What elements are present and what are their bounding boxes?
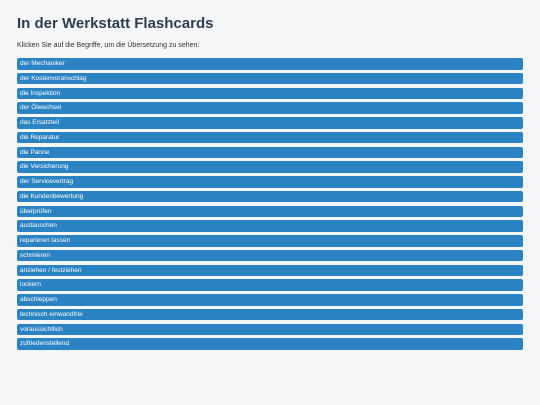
flashcard-list: der Mechaniker der Kostenvoranschlag die… (17, 58, 523, 353)
flashcard-versicherung[interactable]: die Versicherung (17, 161, 523, 173)
flashcard-servicevertrag[interactable]: der Servicevertrag (17, 176, 523, 188)
flashcard-reparatur[interactable]: die Reparatur (17, 131, 523, 144)
flashcard-oelwechsel[interactable]: der Ölwechsel (17, 102, 523, 114)
flashcard-zufriedenstellend[interactable]: zufriedenstellend (17, 338, 523, 350)
instruction-text: Klicken Sie auf die Begriffe, um die Übe… (17, 42, 200, 49)
flashcard-mechaniker[interactable]: der Mechaniker (17, 58, 523, 70)
flashcard-kostenvoranschlag[interactable]: der Kostenvoranschlag (17, 72, 523, 85)
page-title: In der Werkstatt Flashcards (17, 15, 214, 32)
flashcard-abschleppen[interactable]: abschleppen (17, 294, 523, 306)
flashcard-reparieren-lassen[interactable]: reparieren lassen (17, 235, 523, 247)
flashcard-inspektion[interactable]: die Inspektion (17, 87, 523, 99)
flashcard-austauschen[interactable]: austauschen (17, 220, 523, 232)
flashcard-ersatzteil[interactable]: das Ersatzteil (17, 117, 523, 129)
flashcard-panne[interactable]: die Panne (17, 146, 523, 158)
flashcard-ueberpruefen[interactable]: überprüfen (17, 205, 523, 217)
flashcard-lockern[interactable]: lockern (17, 279, 523, 291)
flashcard-voraussichtlich[interactable]: voraussichtlich (17, 323, 523, 335)
flashcard-anziehen-festziehen[interactable]: anziehen / festziehen (17, 264, 523, 276)
flashcard-technisch-einwandfrei[interactable]: technisch einwandfrei (17, 308, 523, 321)
flashcard-schmieren[interactable]: schmieren (17, 249, 523, 262)
flashcard-kundenbewertung[interactable]: die Kundenbewertung (17, 190, 523, 203)
